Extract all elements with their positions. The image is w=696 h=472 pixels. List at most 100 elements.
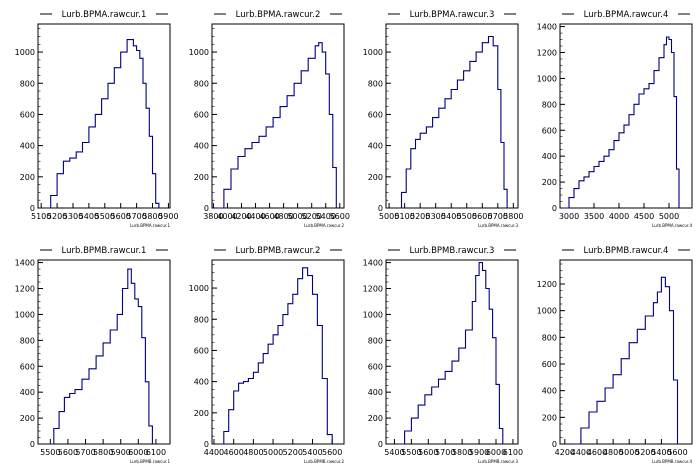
y-tick-label: 800 <box>542 333 557 342</box>
x-tick-label: 5400 <box>384 448 404 457</box>
histogram-panel: Lurb.BPMB.rawcur.1 200 400 600 800 1000 1200 14… <box>15 244 171 464</box>
x-axis-label: Lurb.BPMA.rawcur.2 <box>304 223 344 228</box>
y-tick-label: 400 <box>368 142 383 151</box>
histogram-series <box>216 42 337 209</box>
x-tick-label: 5600 <box>330 212 350 221</box>
y-tick-label: 600 <box>368 362 383 371</box>
y-tick-label: 1400 <box>15 259 35 268</box>
x-tick-label: 5800 <box>142 212 162 221</box>
y-tick-label: 200 <box>542 413 557 422</box>
x-tick-label: 5000 <box>263 448 283 457</box>
y-tick-label: 200 <box>368 414 383 423</box>
x-tick-label: 5900 <box>111 448 131 457</box>
y-tick-label: 1000 <box>537 74 557 83</box>
x-tick-label: 5500 <box>40 448 60 457</box>
x-axis-label: Lurb.BPMA.rawcur.1 <box>130 223 170 228</box>
y-tick-label: 1400 <box>363 259 383 268</box>
y-tick-label: 400 <box>194 378 209 387</box>
y-tick-label: 800 <box>194 79 209 88</box>
x-tick-label: 4000 <box>609 212 629 221</box>
y-tick-label: 600 <box>194 346 209 355</box>
y-tick-label: 1000 <box>537 307 557 316</box>
x-tick-label: 5000 <box>379 212 399 221</box>
y-tick-label: 200 <box>20 414 35 423</box>
chart-title: Lurb.BPMB.rawcur.3 <box>410 246 495 256</box>
histogram-series <box>572 276 679 445</box>
plot-frame <box>559 23 693 209</box>
title-box <box>52 8 156 20</box>
x-tick-label: 5600 <box>667 448 687 457</box>
y-tick-label: 400 <box>542 387 557 396</box>
y-tick-label: 1000 <box>189 284 209 293</box>
histogram-series <box>44 39 160 209</box>
x-tick-label: 4600 <box>259 212 279 221</box>
x-tick-label: 5300 <box>426 212 446 221</box>
chart-title: Lurb.BPMA.rawcur.1 <box>62 10 147 20</box>
x-tick-label: 5200 <box>410 212 430 221</box>
x-tick-label: 4400 <box>204 448 224 457</box>
x-tick-label: 5000 <box>659 212 679 221</box>
x-tick-label: 5100 <box>31 212 51 221</box>
x-tick-label: 6100 <box>503 448 523 457</box>
y-tick-label: 800 <box>20 336 35 345</box>
x-tick-label: 3000 <box>559 212 579 221</box>
x-tick-label: 5500 <box>401 448 421 457</box>
y-tick-label: 200 <box>20 173 35 182</box>
x-tick-label: 5400 <box>441 212 461 221</box>
plot-frame <box>211 23 345 209</box>
y-tick-label: 1200 <box>537 280 557 289</box>
plot-frame <box>385 23 519 209</box>
x-tick-label: 4800 <box>243 448 263 457</box>
y-tick-label: 800 <box>20 79 35 88</box>
y-tick-label: 0 <box>204 440 209 449</box>
y-tick-label: 600 <box>20 110 35 119</box>
x-tick-label: 5500 <box>95 212 115 221</box>
chart-title: Lurb.BPMA.rawcur.2 <box>236 10 321 20</box>
x-tick-label: 5100 <box>394 212 414 221</box>
y-tick-label: 600 <box>20 362 35 371</box>
y-tick-label: 600 <box>542 126 557 135</box>
x-tick-label: 5800 <box>93 448 113 457</box>
chart-title: Lurb.BPMB.rawcur.4 <box>584 246 669 256</box>
title-box <box>574 244 678 256</box>
y-tick-label: 1000 <box>363 48 383 57</box>
x-tick-label: 5700 <box>126 212 146 221</box>
title-box <box>52 244 156 256</box>
plot-frame <box>37 23 171 209</box>
histogram-series <box>564 36 680 209</box>
y-tick-label: 200 <box>368 173 383 182</box>
histogram-series <box>48 268 153 445</box>
y-tick-label: 1000 <box>15 48 35 57</box>
x-axis-label: Lurb.BPMB.rawcur.2 <box>304 459 344 464</box>
x-tick-label: 4200 <box>231 212 251 221</box>
x-tick-label: 4400 <box>571 448 591 457</box>
x-tick-label: 5300 <box>63 212 83 221</box>
y-tick-label: 1200 <box>363 285 383 294</box>
x-tick-label: 4600 <box>587 448 607 457</box>
x-tick-label: 5900 <box>469 448 489 457</box>
y-tick-label: 200 <box>542 178 557 187</box>
x-tick-label: 5600 <box>418 448 438 457</box>
x-axis-label: Lurb.BPMA.rawcur.4 <box>652 223 692 228</box>
histogram-panel: Lurb.BPMB.rawcur.42004006008001000120004… <box>537 244 693 464</box>
x-tick-label: 5500 <box>457 212 477 221</box>
histogram-panels: Lurb.BPMA.rawcur.12004006008001000051005… <box>15 8 693 464</box>
y-tick-label: 0 <box>30 440 35 449</box>
x-axis-label: Lurb.BPMA.rawcur.3 <box>478 223 518 228</box>
y-tick-label: 800 <box>368 79 383 88</box>
histogram-panel: Lurb.BPMA.rawcur.12004006008001000051005… <box>15 8 179 228</box>
y-tick-label: 800 <box>368 336 383 345</box>
y-tick-label: 0 <box>378 440 383 449</box>
chart-title: Lurb.BPMA.rawcur.3 <box>410 10 495 20</box>
x-axis-label: Lurb.BPMB.rawcur.1 <box>130 459 170 464</box>
title-box <box>574 8 678 20</box>
x-tick-label: 4200 <box>555 448 575 457</box>
x-tick-label: 5800 <box>503 212 523 221</box>
y-tick-label: 1200 <box>15 285 35 294</box>
x-tick-label: 5400 <box>302 448 322 457</box>
x-tick-label: 5400 <box>651 448 671 457</box>
y-tick-label: 400 <box>20 388 35 397</box>
histogram-panel: Lurb.BPMB.rawcur.3 200 400 600 800 1000 1200 14… <box>363 244 523 464</box>
